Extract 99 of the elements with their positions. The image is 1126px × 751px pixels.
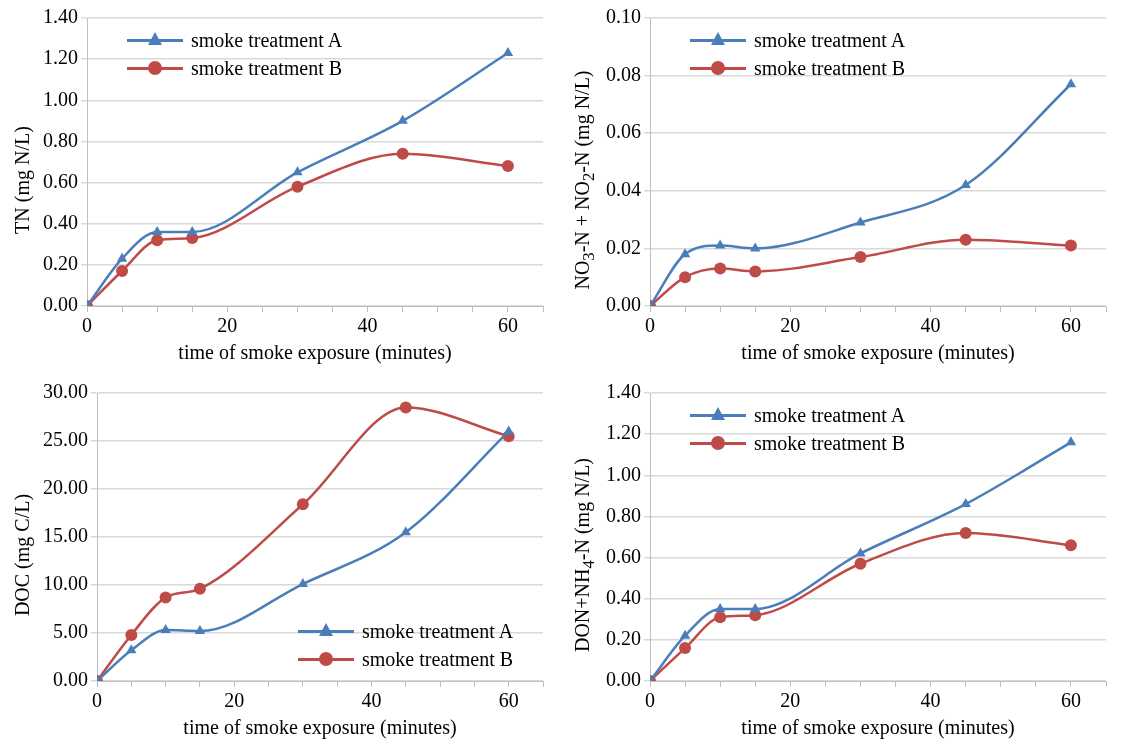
y-tick-label: 20.00 xyxy=(43,476,88,499)
y-tick-label: 0.20 xyxy=(43,252,78,275)
x-tick-label: 40 xyxy=(357,314,378,337)
x-tick-label: 60 xyxy=(1060,314,1081,337)
y-tick-label: 30.00 xyxy=(43,380,88,403)
point xyxy=(292,166,303,176)
y-tick-label: 0.00 xyxy=(43,293,78,316)
y-tick-label: 0.40 xyxy=(43,210,78,233)
x-tick-label: 20 xyxy=(780,689,801,712)
legend-label: smoke treatment B xyxy=(362,647,514,672)
legend-label: smoke treatment A xyxy=(754,403,906,428)
legend-label: smoke treatment B xyxy=(754,56,906,81)
legend-label: smoke treatment A xyxy=(362,619,514,644)
y-axis-title: DOC (mg C/L) xyxy=(10,493,34,617)
y-tick-label: 0.00 xyxy=(606,668,641,691)
x-tick-label: 0 xyxy=(645,689,655,712)
y-tick-label: 25.00 xyxy=(43,428,88,451)
y-tick-label: 1.00 xyxy=(606,462,641,485)
point xyxy=(714,603,726,612)
point xyxy=(854,251,867,264)
x-tick-label: 0 xyxy=(82,314,92,337)
x-axis-title: time of smoke exposure (minutes) xyxy=(741,341,1015,365)
x-tick-label: 0 xyxy=(92,689,102,712)
y-tick-label: 1.00 xyxy=(43,87,78,110)
point xyxy=(714,262,727,275)
point xyxy=(397,114,408,124)
point xyxy=(1065,78,1077,88)
x-tick-label: 20 xyxy=(224,689,245,712)
y-tick-label: 1.20 xyxy=(43,46,78,69)
y-tick-label: 10.00 xyxy=(43,572,88,595)
point xyxy=(960,498,971,508)
x-axis-title: time of smoke exposure (minutes) xyxy=(183,716,457,740)
point xyxy=(502,46,514,56)
x-tick-label: 60 xyxy=(498,689,519,712)
point xyxy=(125,628,138,641)
y-tick-label: 0.06 xyxy=(606,120,641,143)
point xyxy=(714,239,726,249)
point xyxy=(126,644,137,654)
point xyxy=(159,591,172,604)
y-tick-label: 0.08 xyxy=(606,62,641,85)
point xyxy=(399,401,412,414)
point xyxy=(679,248,691,258)
point xyxy=(1065,436,1077,446)
y-tick-label: 0.60 xyxy=(43,169,78,192)
point xyxy=(193,582,206,595)
y-tick-label: 0.04 xyxy=(606,178,641,201)
x-tick-label: 40 xyxy=(361,689,382,712)
point xyxy=(160,624,171,634)
point xyxy=(194,625,206,635)
x-tick-label: 40 xyxy=(920,314,941,337)
legend-label: smoke treatment A xyxy=(191,28,343,53)
point xyxy=(116,265,129,278)
point xyxy=(959,233,972,246)
point xyxy=(151,234,164,247)
x-axis-title: time of smoke exposure (minutes) xyxy=(741,716,1015,740)
y-tick-label: 0.80 xyxy=(43,128,78,151)
y-tick-label: 0.20 xyxy=(606,627,641,650)
point xyxy=(854,557,867,570)
x-tick-label: 20 xyxy=(780,314,801,337)
x-tick-label: 20 xyxy=(217,314,238,337)
point xyxy=(501,160,514,173)
point xyxy=(151,225,163,235)
point xyxy=(291,180,304,193)
y-tick-label: 0.02 xyxy=(606,235,641,258)
y-tick-label: 5.00 xyxy=(53,620,88,643)
point xyxy=(679,271,692,284)
y-tick-label: 1.40 xyxy=(606,380,641,403)
point xyxy=(960,179,971,189)
point xyxy=(187,225,198,235)
point xyxy=(714,611,727,624)
point xyxy=(679,629,691,639)
y-tick-label: 1.40 xyxy=(43,5,78,28)
y-tick-label: 0.80 xyxy=(606,503,641,526)
y-tick-label: 0.60 xyxy=(606,544,641,567)
point xyxy=(959,526,972,539)
point xyxy=(750,603,761,612)
x-axis-title: time of smoke exposure (minutes) xyxy=(178,341,452,365)
y-tick-label: 0.00 xyxy=(53,668,88,691)
point xyxy=(1064,539,1077,552)
y-tick-label: 0.00 xyxy=(606,293,641,316)
legend-label: smoke treatment B xyxy=(754,431,906,456)
y-tick-label: 0.10 xyxy=(606,5,641,28)
x-tick-label: 60 xyxy=(497,314,518,337)
point xyxy=(296,498,309,511)
point xyxy=(396,147,409,160)
point xyxy=(679,642,692,655)
y-tick-label: 1.20 xyxy=(606,421,641,444)
point xyxy=(1064,239,1077,252)
point xyxy=(400,526,411,536)
y-tick-label: 15.00 xyxy=(43,524,88,547)
x-tick-label: 40 xyxy=(920,689,941,712)
point xyxy=(749,265,762,278)
x-tick-label: 60 xyxy=(1060,689,1081,712)
x-tick-label: 0 xyxy=(645,314,655,337)
y-tick-label: 0.40 xyxy=(606,585,641,608)
legend-label: smoke treatment A xyxy=(754,28,906,53)
legend-label: smoke treatment B xyxy=(191,56,343,81)
y-axis-title: TN (mg N/L) xyxy=(10,126,34,234)
point xyxy=(116,252,128,262)
